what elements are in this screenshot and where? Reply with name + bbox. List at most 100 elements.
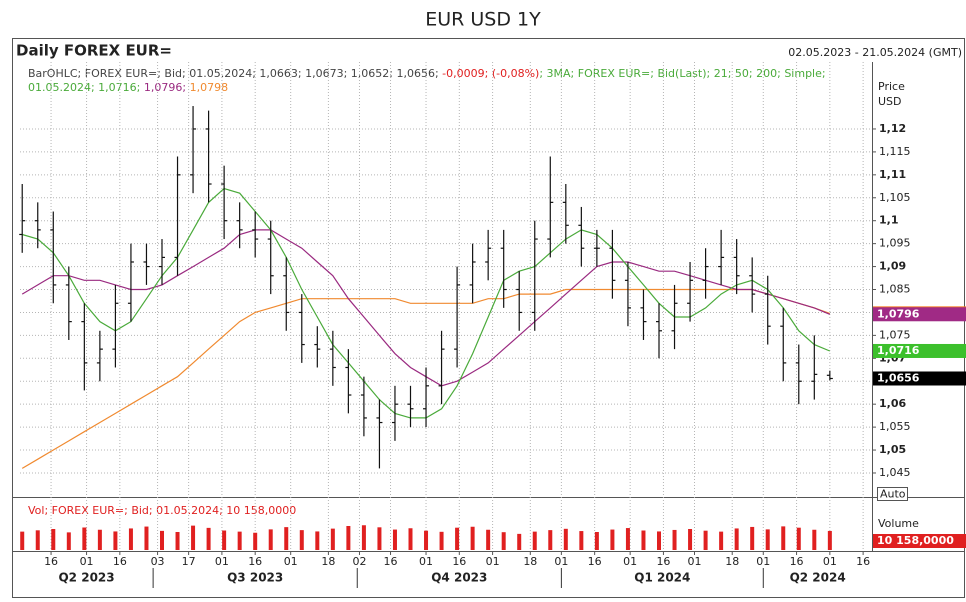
volume-bar [128,528,133,550]
y-tick-label: 1,095 [879,237,911,250]
volume-legend: Vol; FOREX EUR=; Bid; 01.05.2024; 10 158… [28,504,296,517]
x-tick-label: 02 [352,555,366,568]
ma-line [21,288,831,469]
legend-segment: ; 3MA; FOREX EUR=; Bid(Last); 21; 50; 20… [539,67,825,80]
x-tick-label: 16 [856,555,870,568]
y-tick-label: 1,075 [879,328,911,341]
volume-bar [812,529,817,550]
volume-bar [734,528,739,550]
value-badge [873,371,966,386]
volume-bar [377,527,382,550]
y-tick-label: 1,11 [879,168,906,181]
x-tick-label: 01 [486,555,500,568]
value-badge-label: 1,0716 [877,344,920,357]
auto-label[interactable]: Auto [880,488,906,501]
volume-bar [35,530,40,550]
volume-bar [392,529,397,550]
x-tick-label: 01 [823,555,837,568]
x-tick-label: 16 [588,555,602,568]
volume-bar [703,530,708,550]
x-tick-label: 03 [151,555,165,568]
volume-bar [175,532,180,550]
volume-bar [268,529,273,550]
volume-bar [501,532,506,550]
y-tick-label: 1,09 [879,260,906,273]
volume-bar [579,531,584,550]
y-tick-label: 1,055 [879,420,911,433]
x-tick-label: 16 [44,555,58,568]
y-unit: USD [878,95,902,108]
x-tick-label: 16 [656,555,670,568]
quarter-label: Q1 2024 [634,571,690,585]
panel-title: Daily FOREX EUR= [16,42,172,60]
x-tick-label: 01 [284,555,298,568]
y-tick-label: 1,12 [879,122,906,135]
volume-bar [657,531,661,550]
x-tick-label: 18 [321,555,335,568]
volume-bar [781,526,786,550]
value-badge [873,343,966,358]
volume-bar [548,530,553,550]
y-tick-label: 1,085 [879,283,911,296]
y-label: Price [878,80,905,93]
y-tick-label: 1,045 [879,466,911,479]
volume-bar [532,531,537,550]
volume-bar [719,531,724,550]
date-range: 02.05.2023 - 21.05.2024 (GMT) [788,46,962,59]
x-tick-label: 16 [452,555,466,568]
volume-bar [641,530,646,550]
volume-bar [517,533,522,550]
legend-segment: 1,0798 [190,81,229,94]
volume-title: Volume [878,517,919,530]
quarter-label: Q2 2023 [58,571,114,585]
legend-segment: 1,0796; [144,81,190,94]
volume-bar [424,530,429,550]
auto-button[interactable] [877,487,908,501]
legend-line: 01.05.2024; 1,0716; 1,0796; 1,0798 [28,81,228,94]
x-tick-label: 16 [113,555,127,568]
x-tick-label: 18 [725,555,739,568]
volume-bar [299,530,304,550]
volume-bar [408,528,413,550]
x-tick-label: 16 [384,555,398,568]
volume-bar [625,528,630,550]
x-tick-label: 01 [623,555,637,568]
legend-segment: -0,0009; (-0,08%) [442,67,539,80]
volume-bar [346,526,351,550]
y-tick-label: 1,06 [879,397,906,410]
volume-bar [51,529,56,550]
y-tick-label: 1,1 [879,214,899,227]
volume-bar [97,529,102,550]
x-tick-label: 01 [419,555,433,568]
x-tick-label: 01 [756,555,770,568]
x-tick-label: 01 [80,555,94,568]
volume-bar [191,525,196,550]
quarter-label: Q3 2023 [227,571,283,585]
x-tick-label: 18 [523,555,537,568]
volume-bar [455,527,460,550]
quarter-label: Q4 2023 [431,571,487,585]
x-tick-label: 01 [215,555,229,568]
x-tick-label: 16 [248,555,262,568]
legend-segment: BarOHLC; FOREX EUR=; Bid; 01.05.2024; 1,… [28,67,442,80]
volume-bar [20,531,25,550]
volume-bar [765,529,770,550]
volume-bar [113,531,118,550]
volume-bar [66,532,71,550]
volume-bar [253,532,258,550]
volume-bar [330,528,335,550]
volume-bar [315,531,320,550]
value-badge-label: 10 158,0000 [877,534,954,547]
volume-bar [796,527,801,550]
y-tick-label: 1,05 [879,443,906,456]
x-tick-label: 17 [182,555,196,568]
legend-segment: 01.05.2024; 1,0716; [28,81,144,94]
volume-bar [594,532,599,550]
x-tick-label: 01 [688,555,702,568]
volume-bar [82,527,87,550]
value-badge-label: 1,0656 [877,371,920,384]
volume-bar [672,529,677,550]
volume-bar [439,531,444,550]
volume-bar [206,527,211,550]
